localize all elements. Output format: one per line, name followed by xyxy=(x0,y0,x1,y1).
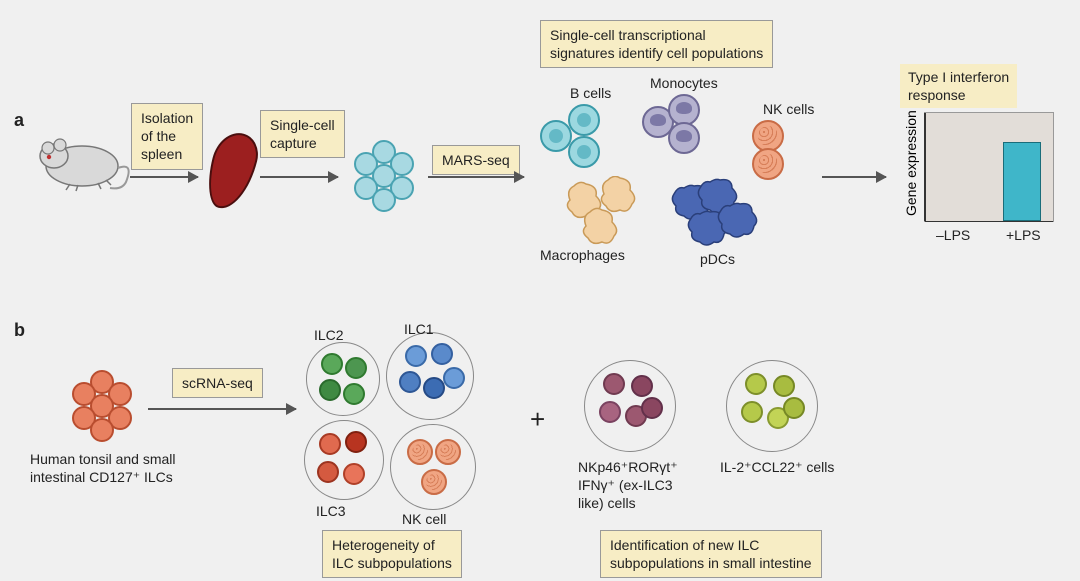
ilc2-label: ILC2 xyxy=(314,326,344,344)
chart-ylabel: Gene expression xyxy=(903,110,919,216)
scrnaseq-label: scRNA-seq xyxy=(172,368,263,398)
arrow-cluster-populations xyxy=(428,176,524,178)
nkcells-label: NK cells xyxy=(763,100,814,118)
capture-label: Single-cell capture xyxy=(260,110,345,158)
ilc1-label: ILC1 xyxy=(404,320,434,338)
panel-a-letter: a xyxy=(14,110,24,131)
mouse-icon xyxy=(30,128,130,192)
spleen-icon xyxy=(201,128,263,214)
newid-label: Identification of new ILC subpopulations… xyxy=(600,530,822,578)
input-label-b: Human tonsil and small intestinal CD127⁺… xyxy=(30,450,176,486)
macrophages-group xyxy=(556,176,646,253)
monocytes-label: Monocytes xyxy=(650,74,718,92)
chart-xplus: +LPS xyxy=(1006,226,1041,244)
nk-circle xyxy=(390,424,476,510)
input-cluster-b xyxy=(64,370,140,446)
arrow-spleen-cluster xyxy=(260,176,338,178)
ilc3-label: ILC3 xyxy=(316,502,346,520)
newpop2-label: IL-2⁺CCL22⁺ cells xyxy=(720,458,834,476)
plus-sign: + xyxy=(530,404,545,435)
pdcs-group xyxy=(664,176,764,257)
ilc2-circle xyxy=(306,342,380,416)
cell-cluster-a xyxy=(348,140,420,212)
ilc3-circle xyxy=(304,420,384,500)
bcells-label: B cells xyxy=(570,84,611,102)
arrow-mouse-spleen xyxy=(130,176,198,178)
ilc1-circle xyxy=(386,332,474,420)
newpop2-circle xyxy=(726,360,818,452)
nk-label: NK cell xyxy=(402,510,446,528)
signature-label: Single-cell transcriptional signatures i… xyxy=(540,20,773,68)
arrow-populations-chart xyxy=(822,176,886,178)
chart-plot xyxy=(924,112,1054,222)
newpop1-label: NKp46⁺RORγt⁺ IFNγ⁺ (ex-ILC3 like) cells xyxy=(578,458,678,513)
panel-b-letter: b xyxy=(14,320,25,341)
marsseq-label: MARS-seq xyxy=(432,145,520,175)
newpop1-circle xyxy=(584,360,676,452)
arrow-input-ilc xyxy=(148,408,296,410)
chart-bar-plus xyxy=(1003,142,1041,221)
isolation-label: Isolation of the spleen xyxy=(131,103,203,170)
heterogeneity-label: Heterogeneity of ILC subpopulations xyxy=(322,530,462,578)
chart-title: Type I interferon response xyxy=(900,64,1017,108)
chart-xminus: –LPS xyxy=(936,226,970,244)
